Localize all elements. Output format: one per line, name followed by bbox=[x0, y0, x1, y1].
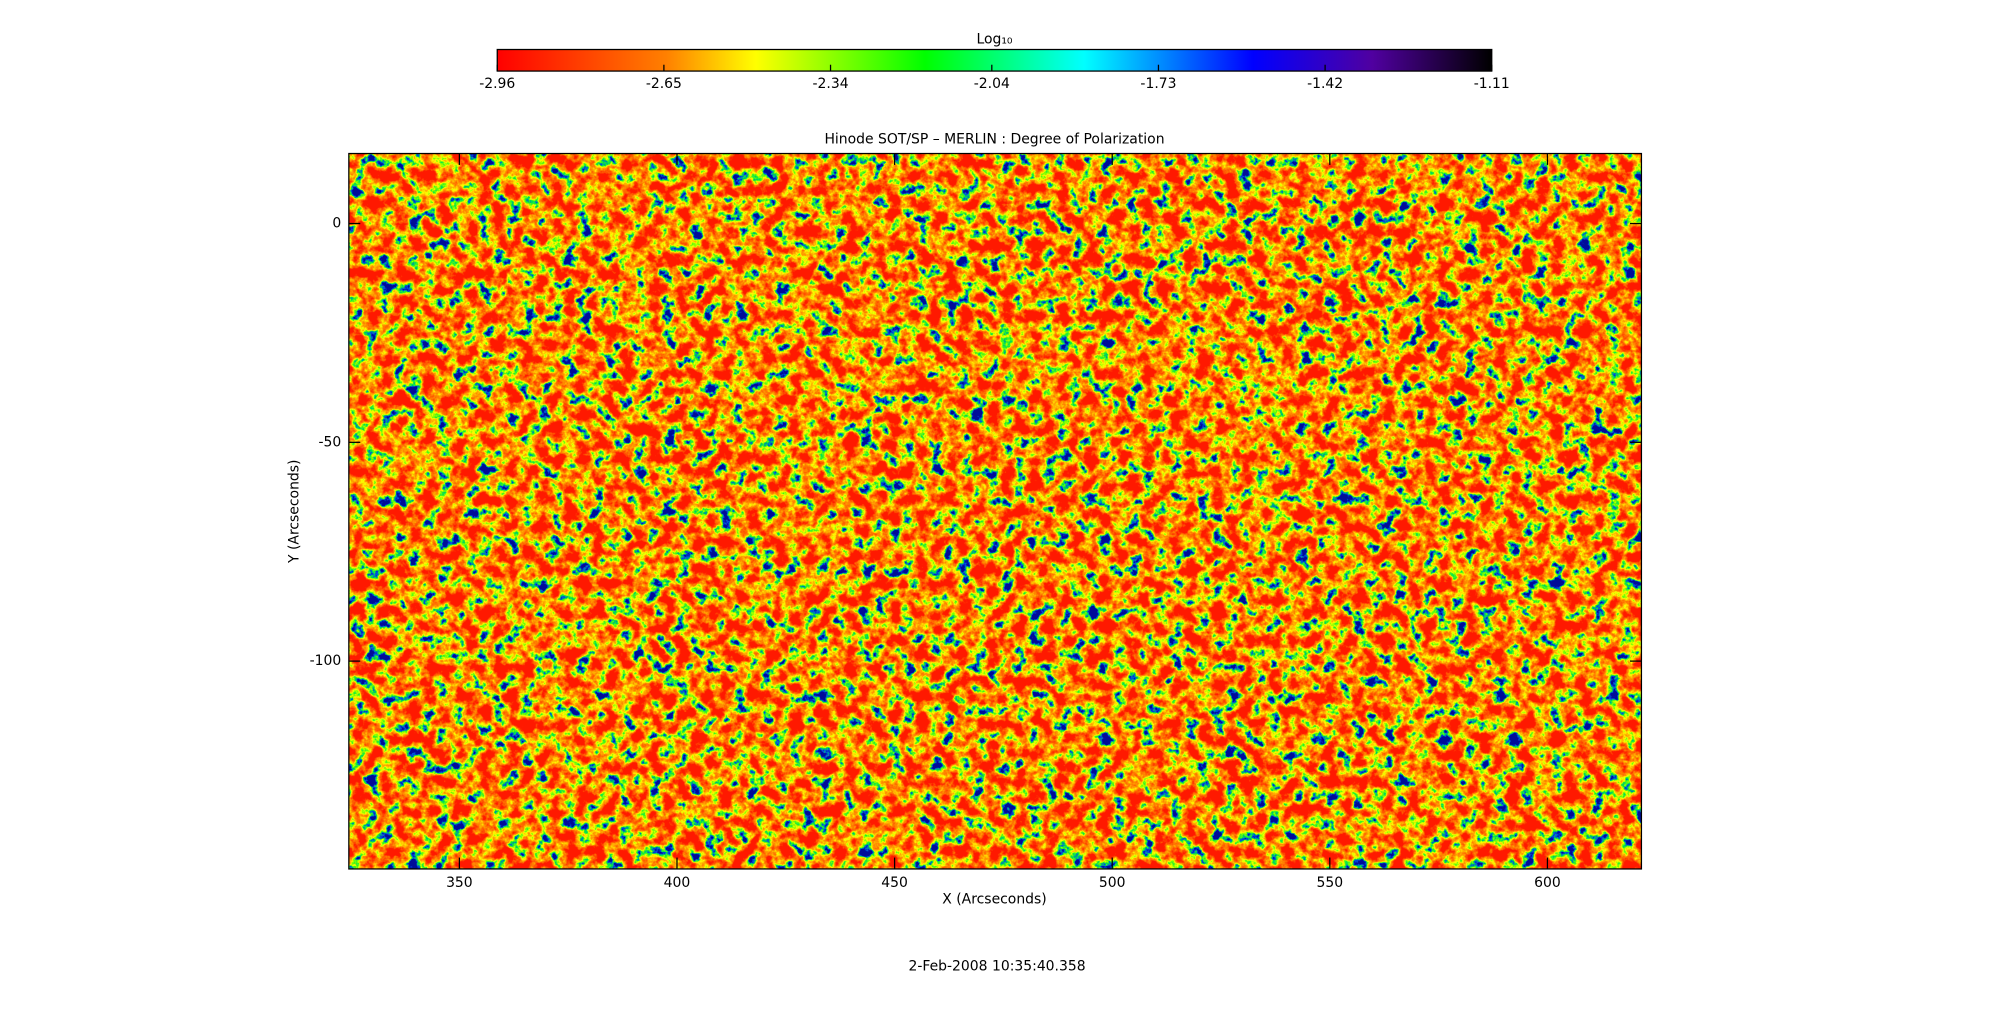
x-tick-label: 550 bbox=[1317, 875, 1344, 891]
y-axis-label: Y (Arcseconds) bbox=[286, 460, 302, 564]
x-tick-label: 500 bbox=[1099, 875, 1126, 891]
y-tick-label: 0 bbox=[332, 216, 341, 232]
y-tick-label: -100 bbox=[310, 653, 342, 669]
colorbar-tick-label: -1.42 bbox=[1307, 76, 1343, 92]
x-axis-label: X (Arcseconds) bbox=[942, 891, 1046, 907]
x-tick-label: 400 bbox=[664, 875, 691, 891]
chart-title: Hinode SOT/SP – MERLIN : Degree of Polar… bbox=[824, 132, 1164, 148]
plot-frame bbox=[348, 152, 1643, 870]
colorbar-tick-label: -2.96 bbox=[479, 76, 515, 92]
footer-timestamp: 2-Feb-2008 10:35:40.358 bbox=[908, 959, 1085, 975]
colorbar-tick-label: -1.11 bbox=[1474, 76, 1510, 92]
x-tick-label: 450 bbox=[881, 875, 908, 891]
y-tick-label: -50 bbox=[318, 434, 341, 450]
colorbar-label: Log₁₀ bbox=[976, 31, 1012, 47]
x-tick-label: 350 bbox=[446, 875, 473, 891]
polarization-map bbox=[348, 153, 1642, 869]
colorbar-tick-label: -2.34 bbox=[813, 76, 849, 92]
colorbar-tick-label: -2.04 bbox=[974, 76, 1010, 92]
colorbar-tick-label: -1.73 bbox=[1140, 76, 1176, 92]
colorbar-tick-label: -2.65 bbox=[646, 76, 682, 92]
x-tick-label: 600 bbox=[1534, 875, 1561, 891]
colorbar bbox=[496, 48, 1493, 72]
